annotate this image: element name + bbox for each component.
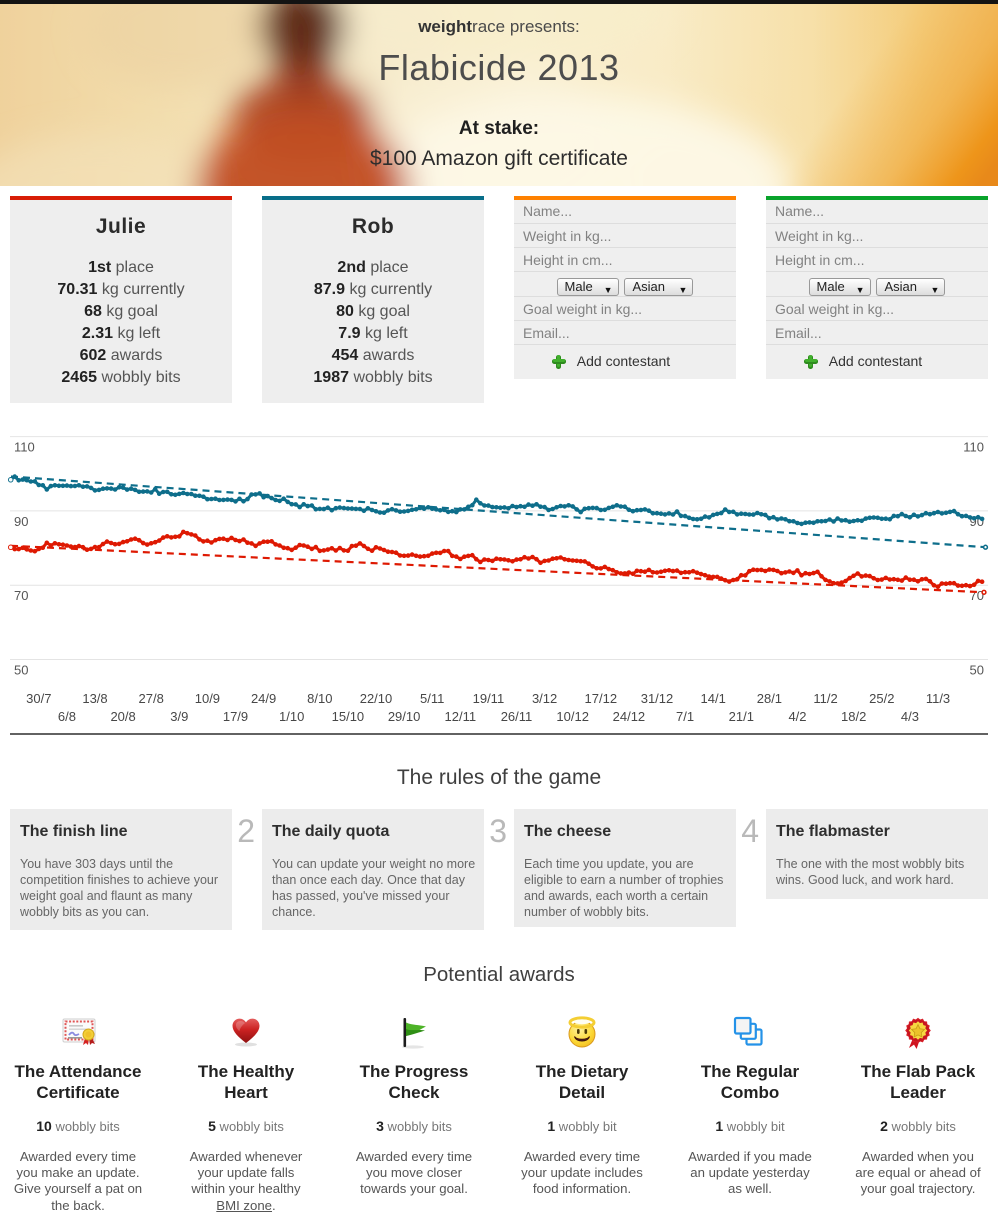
svg-text:17/12: 17/12 xyxy=(585,691,618,706)
svg-text:25/2: 25/2 xyxy=(869,691,894,706)
svg-text:7/1: 7/1 xyxy=(676,709,694,724)
svg-text:10/9: 10/9 xyxy=(195,691,220,706)
svg-text:17/9: 17/9 xyxy=(223,709,248,724)
svg-text:10/12: 10/12 xyxy=(556,709,589,724)
svg-text:8/10: 8/10 xyxy=(307,691,332,706)
svg-text:26/11: 26/11 xyxy=(501,709,533,724)
svg-text:19/11: 19/11 xyxy=(473,691,505,706)
svg-text:18/2: 18/2 xyxy=(841,709,866,724)
svg-text:3/12: 3/12 xyxy=(532,691,557,706)
svg-text:90: 90 xyxy=(14,514,28,529)
svg-text:11/3: 11/3 xyxy=(926,691,950,706)
svg-text:5/11: 5/11 xyxy=(420,691,444,706)
svg-text:20/8: 20/8 xyxy=(110,709,135,724)
svg-text:110: 110 xyxy=(14,440,35,455)
svg-text:4/3: 4/3 xyxy=(901,709,919,724)
svg-text:70: 70 xyxy=(14,588,28,603)
svg-text:50: 50 xyxy=(970,663,984,678)
svg-text:3/9: 3/9 xyxy=(170,709,188,724)
svg-text:30/7: 30/7 xyxy=(26,691,51,706)
svg-text:4/2: 4/2 xyxy=(788,709,806,724)
svg-text:12/11: 12/11 xyxy=(445,709,477,724)
svg-text:21/1: 21/1 xyxy=(729,709,754,724)
svg-text:1/10: 1/10 xyxy=(279,709,304,724)
svg-text:11/2: 11/2 xyxy=(813,691,837,706)
svg-text:15/10: 15/10 xyxy=(332,709,365,724)
svg-text:29/10: 29/10 xyxy=(388,709,421,724)
svg-text:50: 50 xyxy=(14,663,28,678)
svg-text:6/8: 6/8 xyxy=(58,709,76,724)
svg-text:27/8: 27/8 xyxy=(139,691,164,706)
svg-text:22/10: 22/10 xyxy=(360,691,393,706)
svg-text:24/9: 24/9 xyxy=(251,691,276,706)
svg-text:70: 70 xyxy=(970,588,984,603)
svg-text:13/8: 13/8 xyxy=(82,691,107,706)
svg-text:31/12: 31/12 xyxy=(641,691,674,706)
svg-text:28/1: 28/1 xyxy=(757,691,782,706)
svg-text:110: 110 xyxy=(963,440,984,455)
svg-text:14/1: 14/1 xyxy=(701,691,726,706)
svg-text:24/12: 24/12 xyxy=(613,709,646,724)
